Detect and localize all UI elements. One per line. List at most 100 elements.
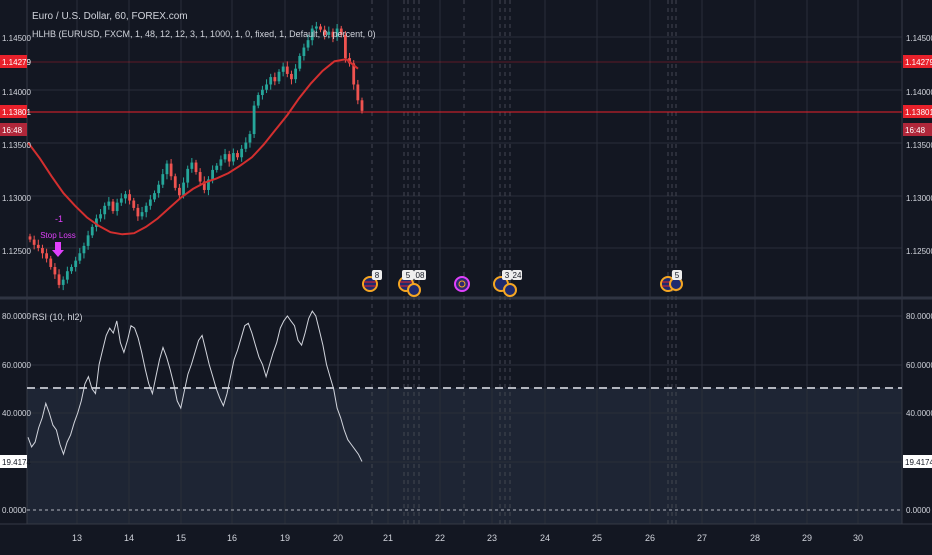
candle-body (211, 169, 214, 180)
rsi-scale-tick: 80.0000 (2, 312, 31, 321)
countdown-label-text: 16:48 (905, 126, 926, 135)
candle-body (153, 193, 156, 200)
event-flag-us[interactable]: 5 (660, 270, 683, 292)
us-flag-icon[interactable] (362, 276, 378, 292)
event-flags[interactable]: 8 5 08 3 24 (362, 270, 683, 297)
price-tick: 1.14000 (2, 88, 31, 97)
candle-body (306, 40, 310, 48)
time-label: 24 (540, 533, 550, 543)
candle-body (269, 77, 273, 85)
candle-body (178, 187, 181, 196)
candle-body (240, 148, 244, 158)
candle-body (298, 55, 302, 69)
order-down-arrow-icon (52, 242, 64, 257)
candle-body (223, 154, 227, 160)
candle-body (256, 95, 260, 106)
candle-body (144, 205, 148, 213)
candle-body (45, 253, 48, 259)
candle-body (219, 159, 223, 166)
indicator-legend[interactable]: HLHB (EURUSD, FXCM, 1, 48, 12, 12, 3, 1,… (32, 29, 376, 39)
price-tick: 1.13000 (2, 194, 31, 203)
last-price-label-text: 1.13801 (905, 108, 932, 117)
event-count-badge (672, 270, 682, 280)
us-flag-icon[interactable] (503, 283, 517, 297)
candle-body (169, 163, 173, 177)
candle-body (148, 199, 152, 206)
price-tick: 1.14000 (906, 88, 932, 97)
us-flag-icon[interactable] (407, 283, 421, 297)
candle-body (182, 182, 185, 196)
event-count-text: 8 (375, 271, 380, 280)
chart-grid (27, 0, 902, 524)
time-label: 19 (280, 533, 290, 543)
last-price-label-right (903, 105, 932, 118)
time-label: 21 (383, 533, 393, 543)
rsi-legend[interactable]: RSI (10, hl2) (32, 312, 83, 322)
right-price-axis[interactable]: 1.14500 1.14000 1.13500 1.13000 1.12500 … (903, 34, 932, 515)
candle-body (95, 218, 98, 227)
event-count-text: 24 (513, 271, 522, 280)
candle-body (70, 266, 73, 272)
candle-body (119, 198, 123, 203)
event-count-text: 5 (675, 271, 680, 280)
symbol-title[interactable]: Euro / U.S. Dollar, 60, FOREX.com (32, 11, 188, 22)
candle-body (244, 142, 248, 149)
eu-flag-icon[interactable] (454, 276, 470, 292)
time-label: 14 (124, 533, 134, 543)
event-flag-us[interactable]: 8 (362, 270, 382, 292)
candle-body (61, 279, 65, 285)
price-tick: 1.12500 (906, 247, 932, 256)
candle-body (140, 212, 144, 217)
candle-body (327, 31, 331, 35)
candle-body (360, 100, 364, 111)
candle-body (157, 184, 161, 194)
time-label: 29 (802, 533, 812, 543)
candle-body (132, 200, 136, 208)
candle-body (207, 179, 210, 190)
stop-loss-annotation[interactable]: -1 Stop Loss (40, 214, 76, 257)
candle-body (248, 134, 252, 143)
price-tick: 1.12500 (2, 247, 31, 256)
rsi-line (27, 310, 363, 462)
candle-body (53, 266, 57, 275)
candle-body (90, 226, 94, 236)
candle-body (32, 239, 36, 245)
event-flag-eu[interactable] (454, 276, 470, 292)
candle-body (252, 105, 256, 135)
countdown-label-right (903, 123, 932, 136)
rsi-scale-tick: 80.0000 (906, 312, 932, 321)
candle-body (128, 194, 131, 201)
candle-body (65, 271, 69, 280)
candle-body (194, 162, 198, 173)
candle-body (36, 244, 40, 248)
event-count-text: 5 (406, 271, 411, 280)
last-price-label-left (0, 105, 27, 118)
rsi-current-label-right (903, 455, 932, 468)
candle-body (173, 176, 177, 188)
candle-body (290, 73, 293, 80)
countdown-label-text: 16:48 (2, 126, 23, 135)
candle-body (107, 201, 111, 206)
candle-body (231, 153, 235, 162)
moving-average-line (27, 58, 359, 236)
red-price-label-left (0, 55, 27, 68)
candle-body (323, 29, 327, 35)
event-flag-eu[interactable]: 3 24 (493, 270, 522, 297)
rsi-current-label-text: 19.4174 (2, 458, 31, 467)
event-flag-us[interactable]: 5 08 (398, 270, 426, 297)
order-count: -1 (55, 214, 63, 224)
event-count-badge (372, 270, 382, 280)
candle-body (28, 236, 32, 240)
time-axis[interactable]: 13 14 15 16 19 20 21 22 23 24 25 26 27 2… (72, 533, 863, 543)
candle-body (41, 248, 44, 254)
left-price-axis[interactable]: 1.14500 1.14000 1.13500 1.13000 1.12500 … (0, 34, 31, 515)
event-count-badge (414, 270, 426, 280)
time-label: 15 (176, 533, 186, 543)
order-label: Stop Loss (40, 231, 76, 240)
candle-body (265, 84, 268, 90)
price-tick: 1.13000 (906, 194, 932, 203)
candle-body (186, 168, 190, 183)
candle-body (319, 26, 322, 30)
